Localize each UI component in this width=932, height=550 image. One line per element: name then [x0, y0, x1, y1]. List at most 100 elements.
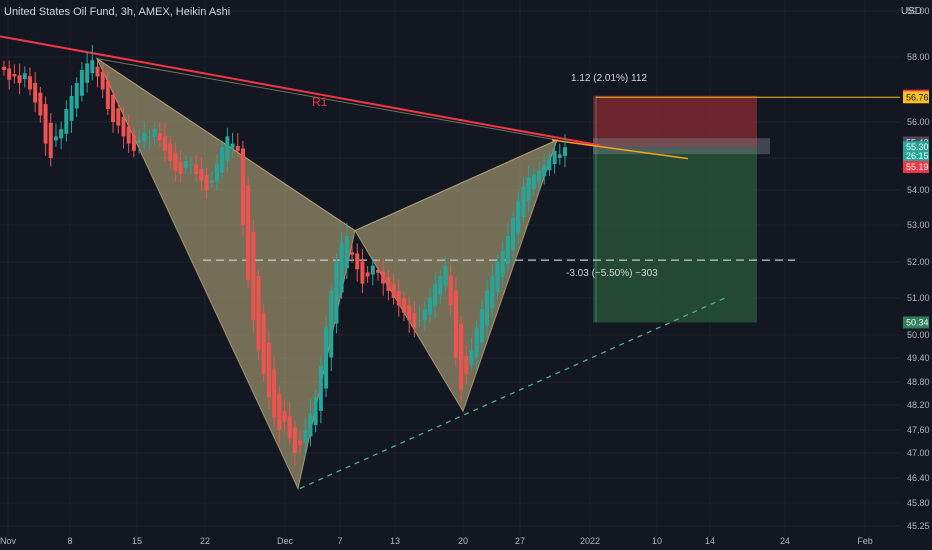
stop-text: 1.12 (2.01%) 112 — [571, 73, 647, 84]
candle-body — [157, 132, 162, 140]
candle-body — [246, 185, 251, 280]
candle-body — [318, 366, 323, 411]
price-tick-label: 47.00 — [907, 448, 930, 458]
price-tag-current: 55.30 — [906, 142, 929, 152]
candle-body — [48, 122, 53, 158]
candle-body — [537, 170, 542, 182]
candle-body — [427, 298, 432, 315]
candle-body — [355, 253, 360, 270]
price-tag-bg — [903, 91, 929, 104]
candle-body — [360, 261, 365, 284]
resistance-label: R1 — [312, 95, 328, 109]
candle-body — [485, 290, 490, 326]
candle-body — [214, 164, 219, 182]
candle-body — [100, 71, 105, 90]
candle-body — [552, 150, 557, 165]
candle-body — [189, 164, 193, 166]
candle-body — [443, 265, 448, 286]
time-tick-label: Dec — [277, 536, 294, 546]
candle-body — [204, 174, 209, 190]
price-tick-label: 56.00 — [907, 117, 930, 127]
price-tick-label: 48.80 — [907, 377, 930, 387]
candle-body — [464, 355, 469, 374]
candle-body — [209, 180, 214, 183]
candle-body — [386, 277, 391, 291]
candle-body — [163, 136, 168, 151]
price-tag-down: 55.19 — [906, 162, 929, 172]
candle-body — [542, 164, 547, 177]
price-axis[interactable]: 59.0058.0056.0055.0054.0053.0052.0051.00… — [903, 6, 930, 531]
candle-body — [116, 108, 121, 126]
candle-body — [453, 290, 458, 358]
price-tick-label: 51.00 — [907, 293, 930, 303]
candle-body — [531, 174, 536, 189]
price-tick-label: 48.20 — [907, 400, 930, 410]
time-tick-label: 14 — [705, 536, 715, 546]
candle-body — [168, 143, 173, 162]
candle-body — [74, 83, 79, 109]
time-tick-label: 15 — [132, 536, 142, 546]
candle-body — [308, 413, 313, 437]
candle-body — [235, 146, 240, 151]
candle-body — [365, 272, 370, 277]
candle-body — [381, 271, 386, 284]
time-axis[interactable]: Nov 8 15 22 Dec 7 13 20 27 2022 10 14 24 Feb — [0, 536, 873, 546]
candle-body — [178, 162, 183, 174]
orange-trend-line — [551, 139, 689, 160]
trend-lines — [0, 35, 900, 490]
candle-body — [225, 136, 230, 161]
price-tick-label: 49.40 — [907, 353, 930, 363]
candle-body — [329, 290, 334, 358]
support-dashed-line — [299, 297, 726, 490]
price-tick-label: 45.25 — [907, 521, 930, 531]
candle-body — [391, 284, 396, 298]
price-tick-label: 59.00 — [907, 6, 930, 16]
price-tick-label: 58.00 — [907, 52, 930, 62]
candle-body — [2, 66, 6, 70]
candle-body — [433, 283, 438, 307]
time-tick-label: Feb — [857, 536, 873, 546]
time-tick-label: 22 — [200, 536, 210, 546]
symbol-title: United States Oil Fund, 3h, AMEX, Heikin… — [4, 6, 231, 18]
price-tag-target: 50.34 — [906, 317, 929, 327]
candle-body — [448, 275, 453, 306]
time-tick-label: 10 — [652, 536, 662, 546]
candle-body — [474, 327, 479, 358]
candle-body — [266, 342, 271, 398]
candle-body — [563, 147, 567, 157]
candle-body — [137, 140, 142, 143]
candle-body — [344, 236, 349, 269]
candle-body — [95, 66, 100, 77]
position-zones — [593, 95, 770, 323]
candle-body — [516, 200, 521, 234]
candle-body — [313, 397, 318, 426]
candle-body — [64, 109, 69, 134]
candle-body — [251, 231, 256, 321]
candle-body — [85, 63, 90, 83]
price-tag-bg — [903, 160, 929, 173]
candle-body — [121, 116, 126, 137]
price-tick-label: 50.00 — [907, 330, 930, 340]
price-tag-highlight: 56.76 — [906, 92, 929, 102]
candle-body — [183, 161, 188, 169]
candle-body — [7, 68, 12, 80]
candle-body — [142, 132, 147, 142]
time-tick-label: 20 — [458, 536, 468, 546]
annotations: R1 1.12 (2.01%) 112 -3.03 (−5.50%) −303 — [312, 73, 658, 279]
candle-body — [334, 262, 339, 324]
price-tick-label: 46.40 — [907, 473, 930, 483]
take-profit-zone — [593, 147, 757, 323]
candle-body — [526, 177, 531, 202]
candle-body — [22, 73, 27, 80]
target-text: -3.03 (−5.50%) −303 — [566, 268, 658, 279]
candle-body — [324, 327, 329, 389]
candle-body — [43, 104, 48, 144]
time-tick-label: 27 — [515, 536, 525, 546]
candles — [2, 45, 567, 466]
candle-body — [412, 312, 417, 328]
candle-body — [438, 276, 443, 295]
price-tag-timer: 26:15 — [906, 151, 929, 161]
candle-body — [272, 369, 277, 418]
candle-body — [479, 309, 484, 343]
